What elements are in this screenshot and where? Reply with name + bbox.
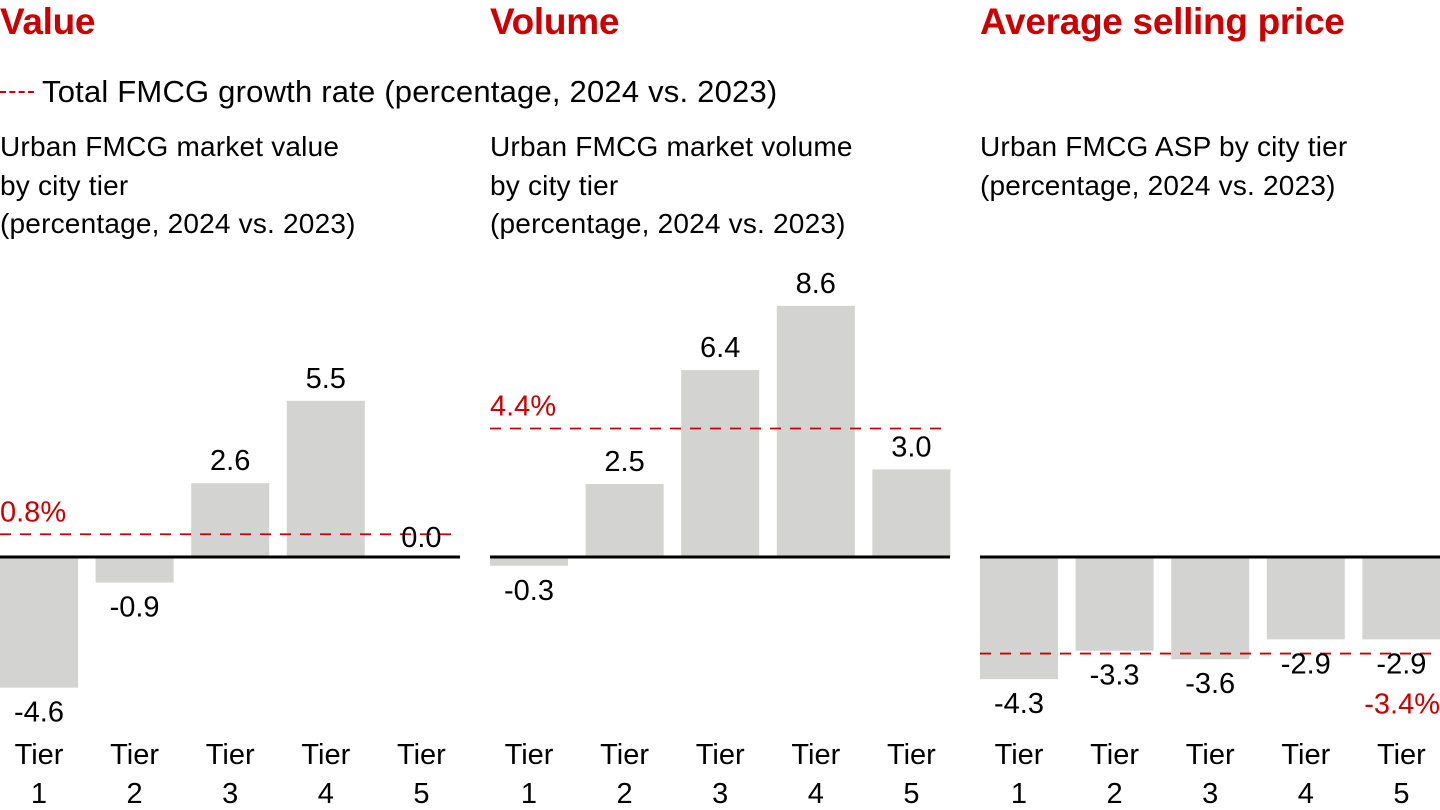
- value-label: -3.3: [1090, 660, 1140, 692]
- tick-label: Tier: [15, 739, 64, 771]
- tick-label: Tier: [696, 739, 745, 771]
- panel-title-value: Value: [0, 1, 96, 42]
- tick-label: 2: [127, 778, 143, 810]
- reference-label: 4.4%: [490, 391, 556, 423]
- tick-label: 1: [1011, 778, 1027, 810]
- bar-4: [1266, 557, 1345, 640]
- subtitle-value: Urban FMCG market value by city tier (pe…: [0, 131, 356, 239]
- tick-label: Tier: [1281, 739, 1330, 771]
- reference-label: 0.8%: [0, 496, 66, 528]
- tick-label: Tier: [110, 739, 159, 771]
- tick-label: 1: [521, 778, 537, 810]
- subtitle-asp: Urban FMCG ASP by city tier (percentage,…: [980, 131, 1348, 201]
- legend: Total FMCG growth rate (percentage, 2024…: [0, 70, 777, 114]
- value-label: 3.0: [891, 431, 931, 463]
- value-label: 8.6: [796, 268, 836, 300]
- value-label: 5.5: [306, 363, 346, 395]
- bar-4: [286, 400, 365, 557]
- value-label: -0.3: [504, 575, 554, 607]
- value-label: 0.0: [401, 522, 441, 554]
- tick-label: 3: [712, 778, 728, 810]
- value-label: -4.6: [14, 697, 64, 729]
- tick-label: 5: [413, 778, 429, 810]
- legend-label: Total FMCG growth rate (percentage, 2024…: [42, 74, 778, 109]
- panel-title-volume: Volume: [490, 1, 620, 42]
- value-label: -2.9: [1376, 648, 1426, 680]
- tick-label: Tier: [887, 739, 936, 771]
- bar-3: [191, 483, 270, 557]
- value-label: -3.6: [1185, 668, 1235, 700]
- bar-2: [95, 557, 174, 583]
- tick-label: Tier: [301, 739, 350, 771]
- value-label: -2.9: [1281, 648, 1331, 680]
- tick-label: Tier: [206, 739, 255, 771]
- tick-label: Tier: [995, 739, 1044, 771]
- value-label: -4.3: [994, 688, 1044, 720]
- tick-label: 4: [1298, 778, 1314, 810]
- bar-1: [980, 557, 1058, 680]
- value-label: -0.9: [110, 592, 160, 624]
- tick-label: Tier: [600, 739, 649, 771]
- tick-label: 2: [1107, 778, 1123, 810]
- legend-dashed-line-icon: [0, 91, 34, 93]
- tick-label: Tier: [1186, 739, 1235, 771]
- value-label: 6.4: [700, 332, 740, 364]
- bar-2: [585, 484, 664, 557]
- tick-label: 5: [1393, 778, 1409, 810]
- panel-title-asp: Average selling price: [980, 1, 1345, 42]
- tick-label: 3: [222, 778, 238, 810]
- tick-label: Tier: [1377, 739, 1426, 771]
- bar-5: [872, 469, 951, 557]
- reference-label: -3.4%: [1364, 689, 1440, 721]
- tick-label: 5: [903, 778, 919, 810]
- tick-label: Tier: [397, 739, 446, 771]
- tick-label: Tier: [505, 739, 554, 771]
- bar-4: [776, 305, 855, 557]
- tick-label: Tier: [791, 739, 840, 771]
- tick-label: 3: [1202, 778, 1218, 810]
- value-label: 2.6: [210, 445, 250, 477]
- bar-2: [1075, 557, 1154, 651]
- tick-label: 4: [808, 778, 824, 810]
- tick-label: 1: [31, 778, 47, 810]
- value-label: 2.5: [604, 446, 644, 478]
- bar-1: [490, 557, 568, 566]
- bar-5: [1362, 557, 1440, 640]
- tick-label: 4: [318, 778, 334, 810]
- tick-label: Tier: [1090, 739, 1139, 771]
- bar-3: [1171, 557, 1250, 660]
- bar-1: [0, 557, 78, 688]
- subtitle-volume: Urban FMCG market volume by city tier (p…: [490, 131, 853, 239]
- tick-label: 2: [617, 778, 633, 810]
- bar-3: [681, 370, 760, 557]
